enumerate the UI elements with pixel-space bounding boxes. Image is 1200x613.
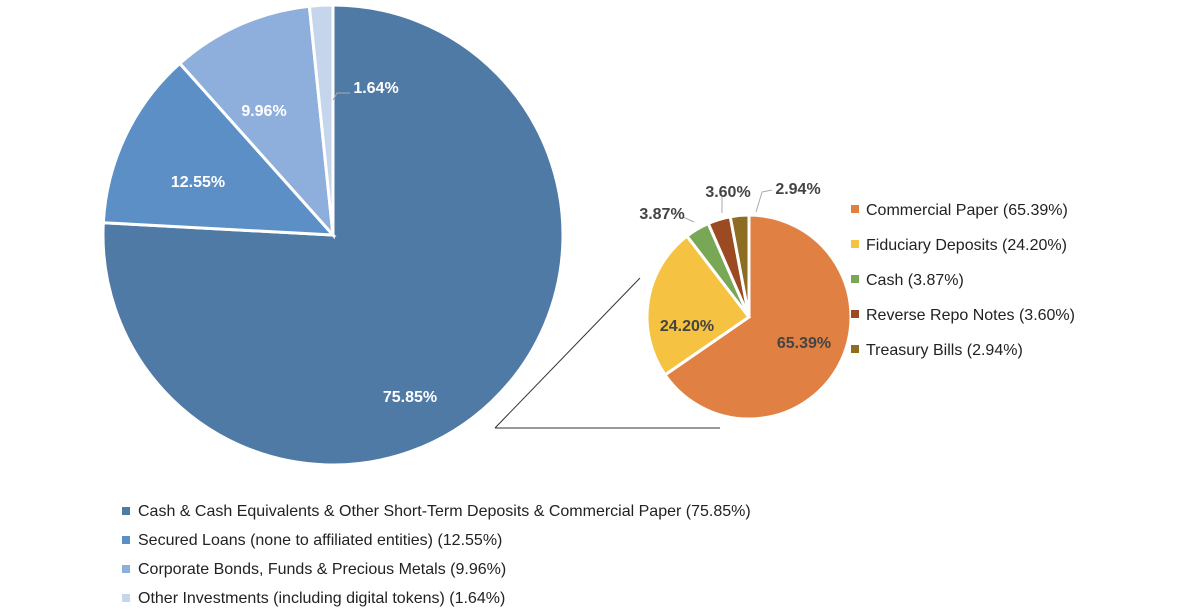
main-legend: Cash & Cash Equivalents & Other Short-Te… [122, 503, 751, 607]
legend-swatch [122, 594, 130, 602]
legend-entry: Fiduciary Deposits (24.20%) [866, 237, 1067, 254]
legend-swatch [851, 345, 859, 353]
legend-entry: Cash (3.87%) [866, 272, 964, 289]
legend-swatch [851, 310, 859, 318]
breakdown-legend: Commercial Paper (65.39%) Fiduciary Depos… [851, 202, 1075, 359]
legend-entry: Reverse Repo Notes (3.60%) [866, 307, 1075, 324]
legend-swatch [122, 507, 130, 515]
pie-slice [307, 3, 335, 236]
leader-line [682, 216, 695, 223]
data-label: 9.96% [241, 103, 286, 120]
data-label: 2.94% [775, 181, 820, 198]
pie-slice [645, 233, 752, 378]
data-label: 3.87% [639, 206, 684, 223]
legend-entry: Cash & Cash Equivalents & Other Short-Te… [138, 503, 751, 520]
pie-slice [101, 3, 565, 467]
data-label: 75.85% [383, 389, 437, 406]
legend-swatch [122, 536, 130, 544]
connector-line [494, 277, 641, 429]
legend-entry: Other Investments (including digital tok… [138, 590, 505, 607]
breakdown-pie [645, 213, 853, 421]
data-label: 1.64% [353, 80, 398, 97]
legend-entry: Corporate Bonds, Funds & Precious Metals… [138, 561, 506, 578]
data-label: 12.55% [171, 174, 225, 191]
legend-swatch [122, 565, 130, 573]
legend-swatch [851, 205, 859, 213]
legend-entry: Treasury Bills (2.94%) [866, 342, 1023, 359]
leader-line [755, 189, 773, 213]
pie-slice [177, 4, 335, 240]
leader-line [332, 92, 350, 101]
data-labels: 75.85% 12.55% 9.96% 1.64% 65.39% 24.20% 3.87% 3… [171, 80, 831, 406]
pie-slice [728, 213, 751, 318]
pie-slice [101, 61, 337, 237]
data-label: 65.39% [777, 335, 831, 352]
legend-entry: Secured Loans (none to affiliated entiti… [138, 532, 502, 549]
main-pie [101, 3, 565, 467]
legend-swatch [851, 275, 859, 283]
legend-swatch [851, 240, 859, 248]
data-label: 24.20% [660, 318, 714, 335]
connector-lines [332, 92, 773, 429]
legend-entry: Commercial Paper (65.39%) [866, 202, 1068, 219]
pie-slice [662, 213, 853, 421]
data-label: 3.60% [705, 184, 750, 201]
